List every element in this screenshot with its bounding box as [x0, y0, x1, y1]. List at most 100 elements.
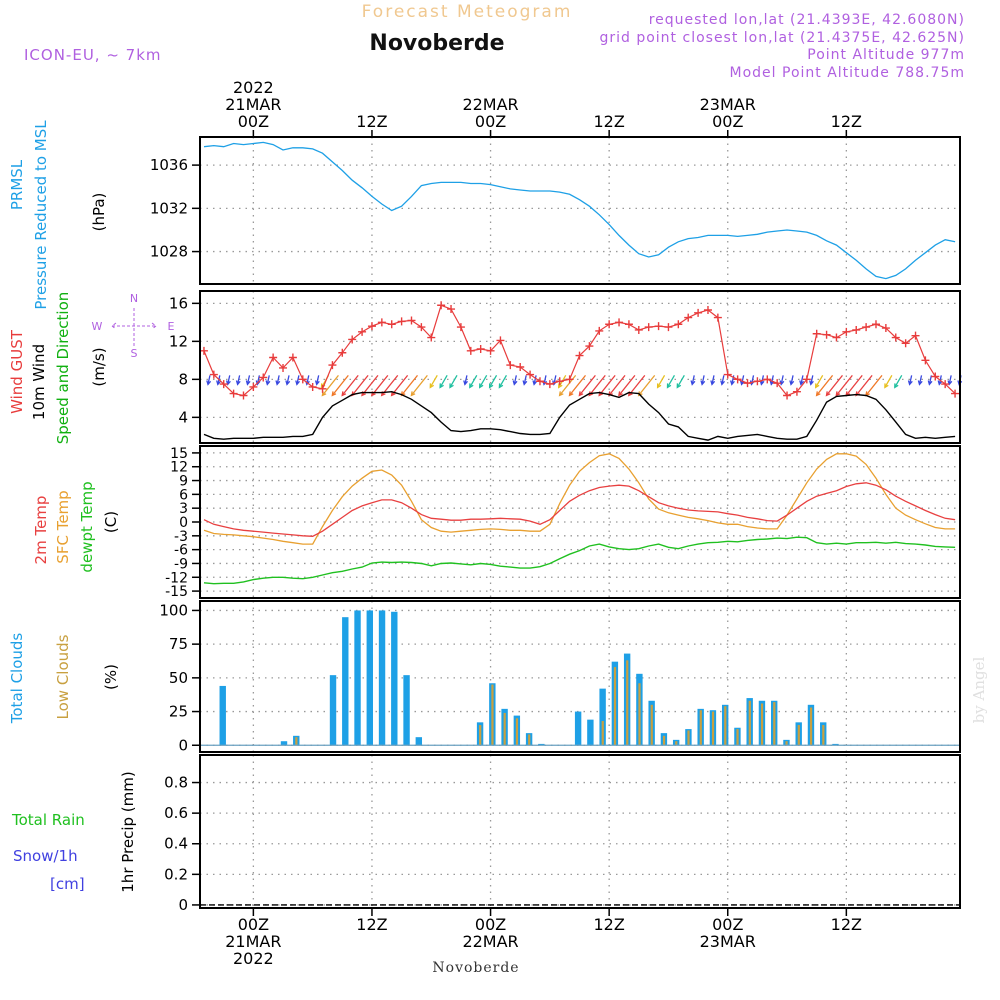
wind-gust-marker	[348, 335, 357, 344]
wind-direction-arrowhead	[720, 380, 725, 386]
wind-direction-arrow	[513, 375, 517, 385]
temp-tick-label: -9	[174, 556, 188, 572]
wind-gust-marker	[229, 389, 238, 398]
temp-unit: (C)	[102, 511, 120, 533]
wind-direction-arrow	[207, 375, 211, 385]
model-altitude: Model Point Altitude 788.75m	[730, 65, 965, 81]
precip-label-snow: Snow/1h	[13, 847, 78, 865]
low-cloud-bar	[601, 720, 604, 746]
clouds-panel: 0 25 50 75 100	[159, 600, 961, 754]
wind-direction-arrow	[469, 375, 478, 388]
wind-direction-arrowhead	[206, 380, 212, 386]
wind-gust-marker	[466, 346, 475, 355]
wind-direction-arrowhead	[927, 380, 933, 386]
wind-direction-arrow	[296, 375, 300, 385]
wind-direction-arrow	[845, 374, 863, 396]
wind-direction-arrow	[865, 374, 883, 396]
temp-tick-label: 3	[179, 501, 188, 517]
wind-gust-marker	[842, 327, 851, 336]
wind-direction-arrowhead	[400, 391, 406, 397]
wind-direction-arrowhead	[558, 391, 564, 397]
wind-direction-arrow	[657, 375, 666, 388]
compass-east: E	[168, 320, 175, 333]
total-cloud-bar	[403, 675, 410, 746]
clouds-tick-label: 100	[159, 601, 188, 619]
pressure-unit: (hPa)	[90, 193, 108, 232]
wind-direction-arrowhead	[789, 380, 795, 386]
compass-west: W	[92, 320, 103, 333]
wind-direction-arrow	[740, 375, 745, 385]
wind-direction-arrow	[721, 375, 725, 385]
wind-direction-arrow	[236, 375, 241, 385]
time-top-label: 12Z	[593, 112, 624, 131]
wind-direction-arrowhead	[618, 391, 623, 397]
wind-gust-marker	[298, 375, 307, 384]
wind-gust-marker	[822, 330, 831, 339]
wind-direction-arrowhead	[439, 383, 444, 389]
wind-gust-marker	[921, 356, 930, 365]
wind-tick-label: 4	[178, 408, 188, 426]
wind-gust-marker	[862, 323, 871, 332]
wind-gust-marker	[941, 380, 950, 389]
wind-direction-arrowhead	[799, 380, 805, 386]
wind-speed-line	[203, 390, 956, 441]
wind-direction-arrow	[533, 375, 537, 385]
low-cloud-bar	[638, 683, 641, 746]
wind-direction-arrowhead	[314, 380, 320, 386]
wind-gust-marker	[387, 320, 396, 329]
wind-gust-marker	[605, 320, 614, 329]
wind-direction-arrow	[638, 374, 656, 396]
wind-gust-marker	[476, 344, 485, 353]
wind-gust-marker	[595, 326, 604, 335]
wind-direction-arrow	[918, 375, 923, 385]
wind-direction-arrow	[321, 374, 339, 396]
wind-direction-arrowhead	[676, 383, 682, 389]
wind-direction-arrow	[351, 374, 369, 396]
wind-direction-arrow	[711, 375, 715, 385]
wind-direction-arrowhead	[894, 383, 899, 389]
wind-gust-marker	[259, 373, 268, 382]
precip-label-rain: Total Rain	[11, 811, 85, 829]
wind-label-direction: Speed and Direction	[54, 292, 72, 445]
wind-gust-marker	[239, 391, 248, 400]
precip-frame	[199, 754, 961, 909]
pressure-line	[203, 141, 956, 280]
wind-frame	[199, 290, 961, 444]
wind-gust-marker	[723, 370, 732, 379]
time-bottom-label: 00Z	[238, 915, 269, 934]
total-cloud-bar	[354, 610, 361, 746]
wind-direction-arrow	[691, 375, 695, 385]
wind-gust-marker	[615, 318, 624, 327]
wind-direction-arrowhead	[700, 380, 706, 386]
pressure-frame	[199, 136, 961, 285]
pressure-label-prmsl: PRMSL	[8, 159, 26, 210]
wind-direction-arrow	[701, 375, 705, 385]
wind-gust-marker	[901, 339, 910, 348]
wind-direction-arrowhead	[522, 380, 528, 386]
wind-gust-marker	[318, 384, 327, 393]
low-cloud-bar	[760, 703, 764, 746]
wind-gust-marker	[249, 382, 258, 391]
low-cloud-bar	[491, 684, 494, 746]
low-cloud-bar	[295, 737, 298, 746]
wind-direction-arrow	[790, 375, 794, 385]
wind-gust-marker	[565, 375, 574, 384]
wind-gust-marker	[783, 391, 792, 400]
time-top-label: 12Z	[356, 112, 387, 131]
wind-gust-marker	[377, 318, 386, 327]
time-top-label: 12Z	[831, 112, 862, 131]
temp-label-2m: 2m Temp	[32, 496, 50, 565]
wind-gust-marker	[792, 387, 801, 396]
pressure-tick-label: 1028	[150, 243, 188, 261]
wind-gust-marker	[881, 324, 890, 333]
wind-gust-marker	[219, 380, 228, 389]
compass-rose	[111, 308, 157, 346]
wind-direction-arrowhead	[666, 383, 672, 389]
wind-direction-arrow	[498, 375, 508, 388]
wind-direction-arrow	[488, 375, 498, 388]
location-title: Novoberde	[369, 31, 504, 56]
side-labels: PRMSL Pressure Reduced to MSL (hPa) Wind GU…	[8, 120, 175, 893]
low-cloud-bar	[785, 741, 788, 746]
wind-direction-arrow	[439, 375, 448, 388]
temp-label-dewpt: dewpt Temp	[78, 481, 96, 572]
